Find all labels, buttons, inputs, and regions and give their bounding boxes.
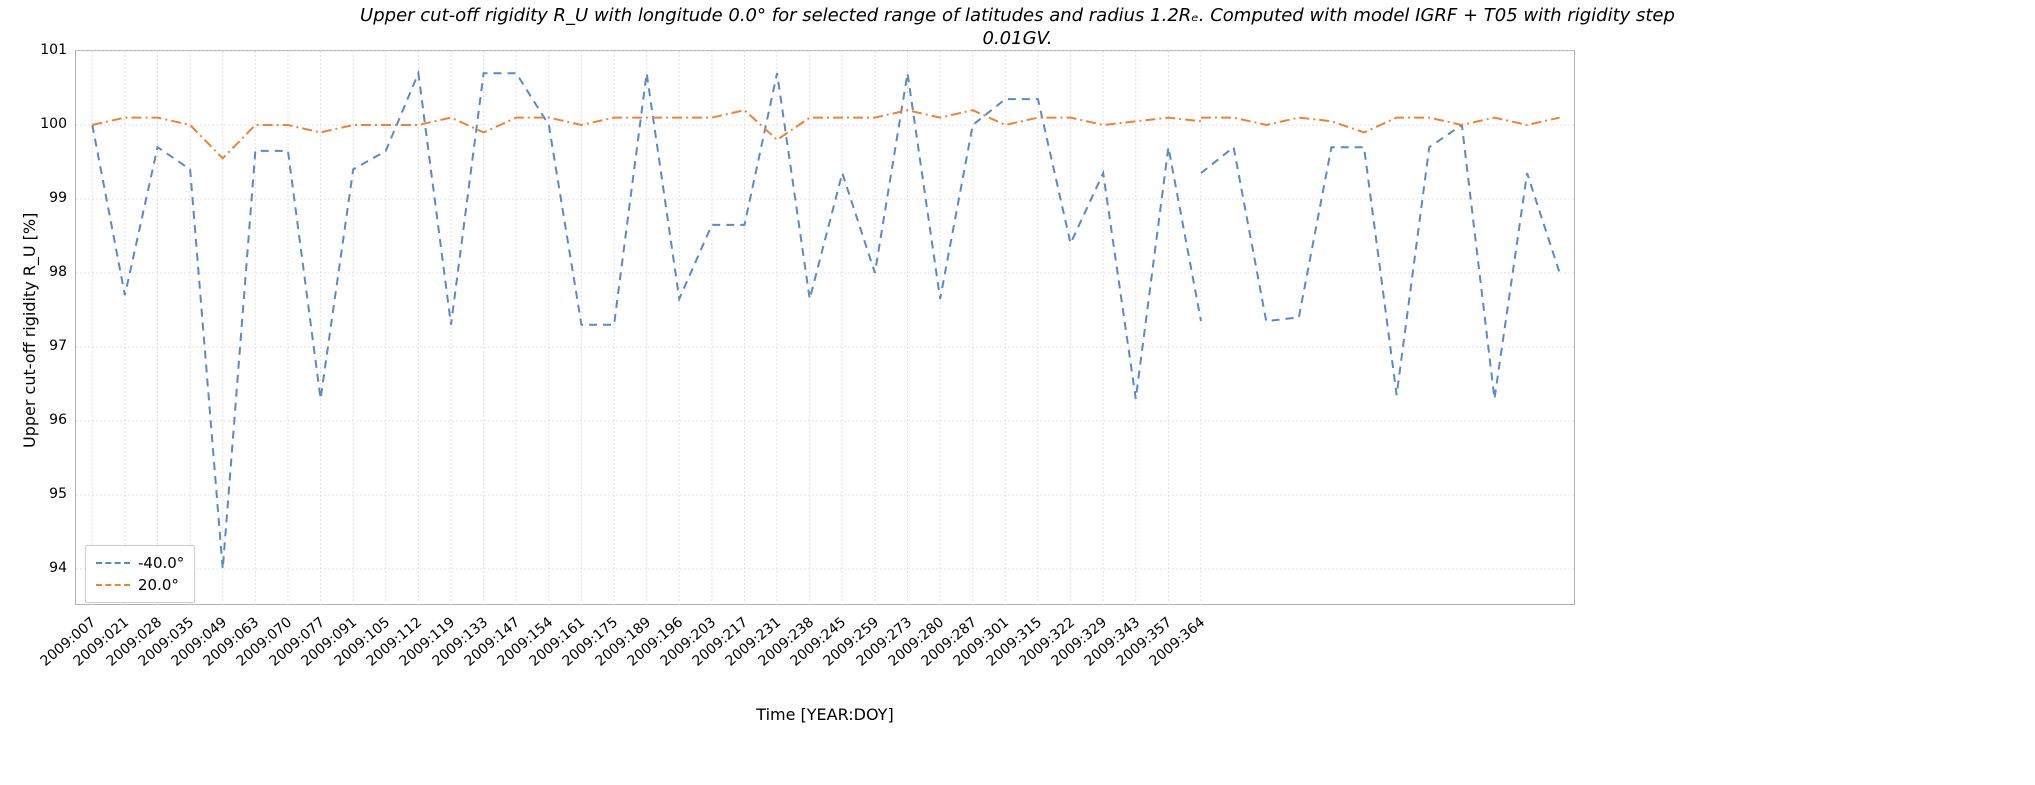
legend-swatch [96, 562, 130, 564]
chart-title: Upper cut-off rigidity R_U with longitud… [0, 4, 2035, 51]
y-tick-label: 97 [35, 338, 67, 354]
series-line [1201, 125, 1560, 399]
legend-entry: 20.0° [96, 574, 184, 596]
y-tick-label: 100 [35, 116, 67, 132]
legend: -40.0° 20.0° [85, 545, 195, 603]
y-tick-label: 98 [35, 264, 67, 280]
legend-entry: -40.0° [96, 552, 184, 574]
y-tick-label: 94 [35, 560, 67, 576]
y-tick-label: 95 [35, 486, 67, 502]
figure: Upper cut-off rigidity R_U with longitud… [0, 0, 2035, 785]
chart-title-line2: 0.01GV. [983, 28, 1053, 49]
legend-label: -40.0° [138, 554, 184, 572]
x-axis-label: Time [YEAR:DOY] [75, 705, 1575, 724]
y-tick-label: 99 [35, 190, 67, 206]
y-tick-label: 101 [35, 42, 67, 58]
plot-svg [76, 51, 1576, 606]
legend-label: 20.0° [138, 576, 179, 594]
plot-area [75, 50, 1575, 605]
chart-title-line1: Upper cut-off rigidity R_U with longitud… [360, 5, 1675, 26]
legend-swatch [96, 584, 130, 586]
y-tick-label: 96 [35, 412, 67, 428]
